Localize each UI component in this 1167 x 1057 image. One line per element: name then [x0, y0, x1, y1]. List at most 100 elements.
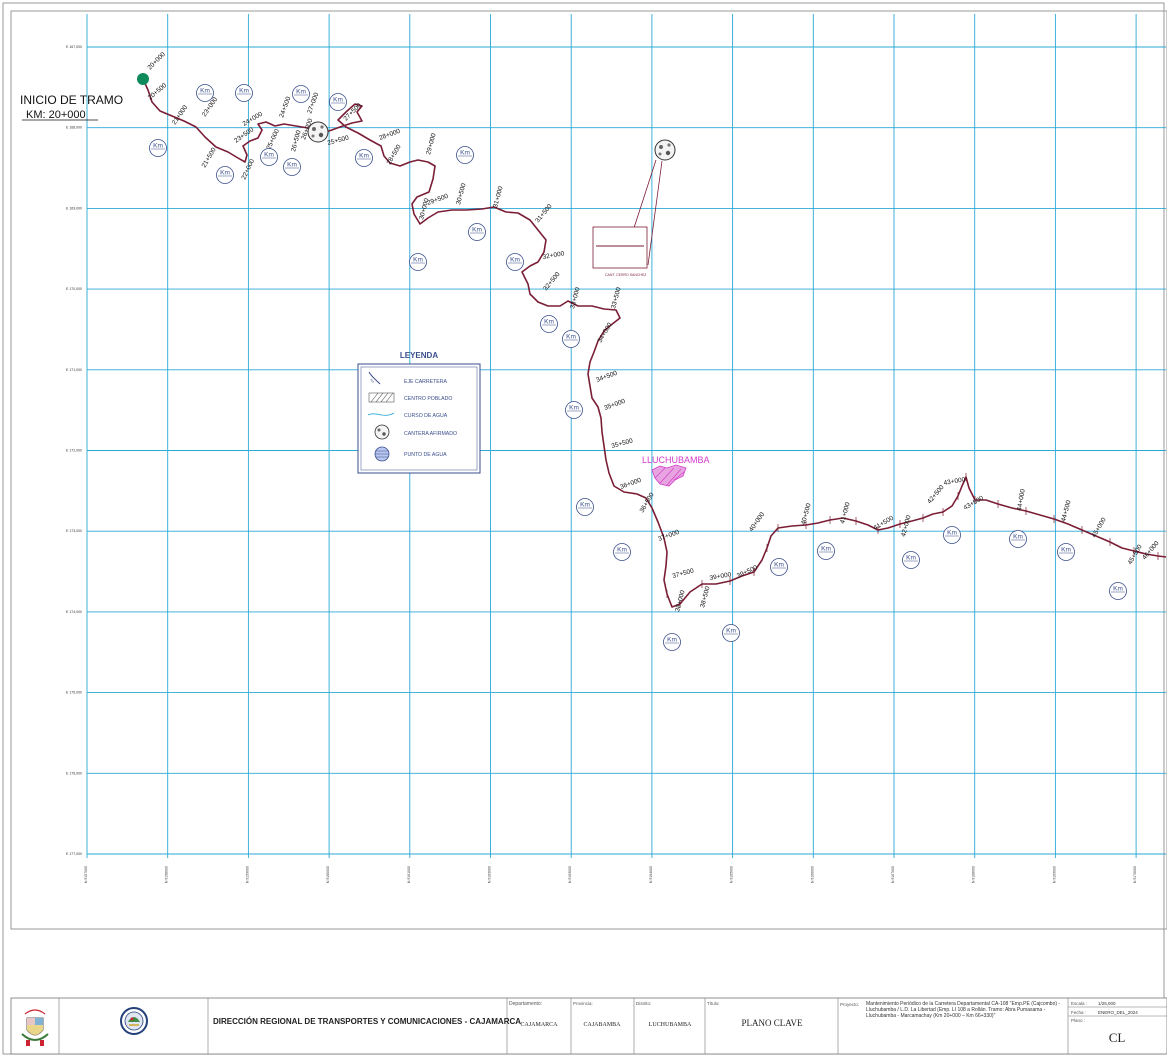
easting-label: N 9170000 [1133, 866, 1137, 883]
km-badge-label: Km [617, 547, 627, 554]
coordinate-grid [86, 14, 1166, 858]
chainage-label: 39+000 [709, 571, 732, 582]
km-badge: Km [902, 551, 920, 569]
start-title: INICIO DE TRAMO [20, 93, 123, 107]
northing-label: E 176,000 [66, 771, 82, 775]
quarry-icon [654, 139, 676, 161]
chainage-label: 45+000 [1091, 516, 1108, 539]
chainage-label: 36+000 [619, 477, 642, 491]
km-badge-label: Km [821, 546, 831, 553]
chainage-label: 43+000 [943, 476, 966, 487]
road-axis [142, 78, 1167, 608]
easting-label: N 9165000 [730, 866, 734, 883]
km-badge: Km [355, 149, 373, 167]
easting-label: N 9160000 [326, 866, 330, 883]
northing-label: E 170,000 [66, 287, 82, 291]
km-badge: Km [817, 542, 835, 560]
peru-coat-of-arms-logo [21, 1009, 49, 1046]
town-hatch-icon [368, 392, 395, 403]
chainage-label: 25+500 [327, 134, 350, 147]
sheet-code: CL [1109, 1030, 1126, 1045]
road-centerline [142, 78, 1167, 608]
km-badge-label: Km [1013, 534, 1023, 541]
chainage-label: 34+000 [597, 321, 614, 344]
grid-coordinate-labels: N 9157000 N 9158000 N 9159000 N 9160000 N 91… [66, 45, 1137, 883]
km-badge: Km [1109, 582, 1127, 600]
svg-text:Km: Km [369, 378, 375, 384]
chainage-label: 24+000 [242, 111, 265, 128]
km-badge-label: Km [264, 152, 274, 159]
km-badge-label: Km [774, 562, 784, 569]
km-badge-label: Km [220, 170, 230, 177]
easting-label: N 9157000 [84, 866, 88, 883]
easting-label: N 9167000 [891, 866, 895, 883]
organization-name: DIRECCIÓN REGIONAL DE TRANSPORTES Y COMU… [213, 1017, 521, 1026]
chainage-label: 33+500 [610, 286, 623, 309]
northing-label: E 169,000 [66, 206, 82, 210]
km-badge-label: Km [580, 502, 590, 509]
chainage-label: 42+000 [900, 514, 913, 537]
km-badge-label: Km [239, 88, 249, 95]
km-badge: Km [456, 146, 474, 164]
km-badge: Km [540, 315, 558, 333]
easting-label: N 9159000 [245, 866, 249, 883]
km-badge-label: Km [1061, 547, 1071, 554]
chainage-label: 38+500 [699, 585, 712, 608]
northing-label: E 177,000 [66, 852, 82, 856]
start-marker-icon [137, 73, 149, 85]
chainage-label: 20+000 [146, 51, 167, 72]
km-badge: Km [409, 253, 427, 271]
easting-label: N 9169000 [1052, 866, 1056, 883]
chainage-label: 42+500 [926, 484, 946, 506]
km-badge-label: Km [947, 530, 957, 537]
chainage-label: 37+500 [672, 567, 695, 580]
chainage-label: 20+500 [147, 82, 169, 102]
legend-label-quarry: CANTERA AFIRMADO [404, 431, 457, 437]
northing-label: E 175,000 [66, 691, 82, 695]
km-badge-label: Km [544, 319, 554, 326]
chainage-label: 24+500 [278, 95, 292, 118]
km-badge-label: Km [667, 637, 677, 644]
km-badge-label: Km [726, 628, 736, 635]
regional-directorate-seal-logo [120, 1007, 148, 1035]
km-badge: Km [260, 148, 278, 166]
quarry-icon [307, 121, 329, 143]
quarry-detail-box: CANT. CERRO SANCHEZ [592, 226, 648, 277]
km-badge: Km [329, 93, 347, 111]
chainage-label: 40+500 [800, 502, 813, 525]
northing-label: E 167,000 [66, 45, 82, 49]
department-caption: Departamento: [509, 1001, 542, 1007]
km-badge-label: Km [472, 227, 482, 234]
quarry-icon [374, 424, 390, 440]
map-area[interactable]: N 9157000 N 9158000 N 9159000 N 9160000 N 91… [20, 14, 1167, 883]
chainage-label: 30+500 [455, 182, 468, 205]
easting-label: N 9163000 [568, 866, 572, 883]
km-badge-label: Km [460, 150, 470, 157]
legend-label-water: CURSO DE AGUA [404, 413, 448, 419]
chainage-label: 23+500 [233, 126, 255, 144]
title-caption: Título: [707, 1001, 720, 1006]
km-badge: Km [235, 84, 253, 102]
km-badge-label: Km [200, 88, 210, 95]
northing-label: E 173,000 [66, 529, 82, 533]
easting-label: N 9161000 [407, 866, 411, 883]
km-badge-label: Km [569, 405, 579, 412]
km-badge: Km [576, 498, 594, 516]
legend-label-water-point: PUNTO DE AGUA [404, 452, 447, 458]
km-badge: Km [613, 543, 631, 561]
northing-label: E 174,000 [66, 610, 82, 614]
scale-caption: Escala : [1071, 1001, 1087, 1006]
district-value: LUCHUBAMBA [649, 1022, 692, 1028]
km-badge: Km [506, 253, 524, 271]
km-badge-label: Km [296, 89, 306, 96]
northing-label: E 171,000 [66, 368, 82, 372]
sheet-caption: Plano : [1071, 1018, 1085, 1023]
km-badge: Km [565, 401, 583, 419]
town-lluchubamba: LLUCHUBAMBA [642, 455, 710, 487]
northing-label: E 168,000 [66, 126, 82, 130]
legend-label-road: EJE CARRETERA [404, 379, 447, 385]
chainage-label: 31+000 [492, 185, 505, 208]
km-badge: Km [562, 330, 580, 348]
km-badge: Km [216, 166, 234, 184]
km-badge: Km [722, 624, 740, 642]
